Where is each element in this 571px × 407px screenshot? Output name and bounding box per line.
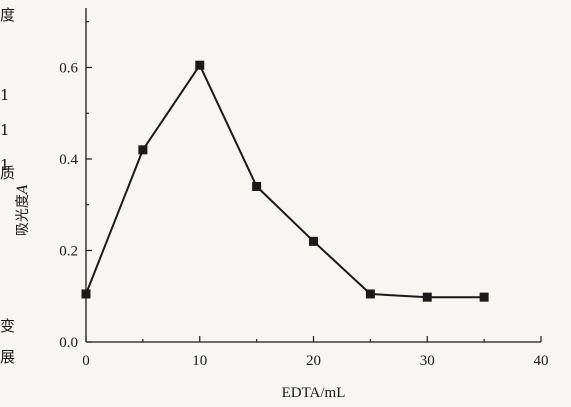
data-point <box>81 289 91 299</box>
ticks: 0 10 20 30 40 0.0 0.2 0.4 0.6 <box>59 21 549 369</box>
data-point <box>365 289 375 299</box>
page-edge-text: 度 1 1 1 质 变 展 <box>0 6 15 366</box>
x-tick-label: 20 <box>306 353 321 369</box>
data-point <box>309 236 318 246</box>
x-tick-label: 0 <box>82 353 90 369</box>
x-tick-label: 40 <box>534 353 549 369</box>
y-axis-label: 吸光度A <box>15 184 31 236</box>
y-tick-label: 0.4 <box>59 152 78 168</box>
y-tick-label: 0.0 <box>59 335 78 351</box>
data-point <box>422 292 432 302</box>
data-point <box>138 145 148 155</box>
series <box>81 60 489 302</box>
data-point <box>195 60 205 70</box>
x-tick-label: 30 <box>420 353 435 369</box>
axes <box>85 8 541 343</box>
y-tick-label: 0.2 <box>59 243 78 259</box>
edge-glyph: 展 <box>0 348 15 366</box>
edge-glyph: 质 <box>0 164 15 182</box>
data-point <box>479 292 489 302</box>
edge-glyph: 变 <box>0 317 15 335</box>
series-line <box>85 64 485 299</box>
y-tick-label: 0.6 <box>59 60 78 76</box>
edge-glyph: 1 <box>0 156 10 174</box>
axis-labels: EDTA/mL 吸光度A <box>15 184 345 401</box>
x-tick-label: 10 <box>192 353 207 369</box>
edge-glyph: 1 <box>0 86 10 104</box>
x-axis-label: EDTA/mL <box>282 385 346 401</box>
edge-glyph: 度 <box>0 6 15 24</box>
edge-glyph: 1 <box>0 121 10 139</box>
data-point <box>252 181 262 191</box>
